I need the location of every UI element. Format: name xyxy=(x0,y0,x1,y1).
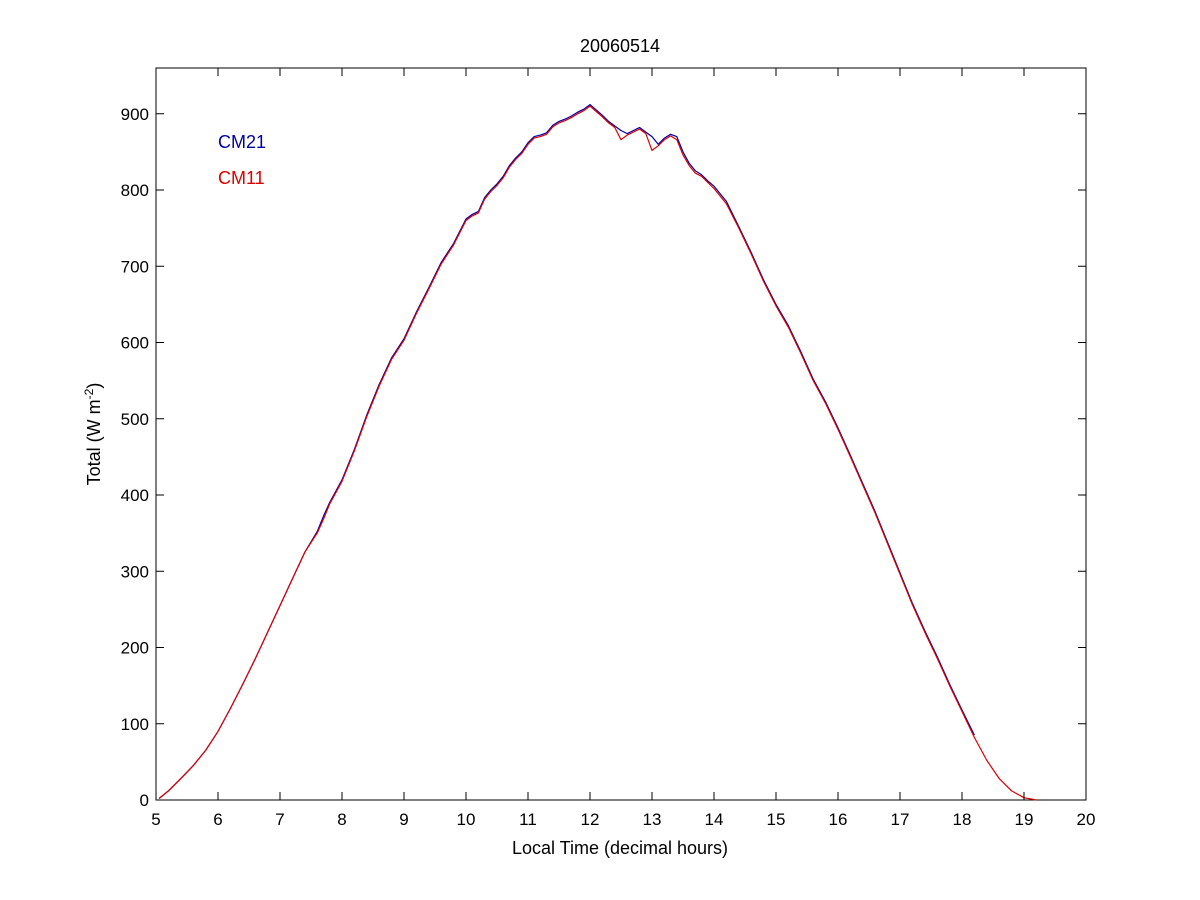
y-tick-label: 700 xyxy=(121,257,149,276)
y-tick-label: 100 xyxy=(121,715,149,734)
x-tick-label: 16 xyxy=(829,810,848,829)
x-tick-label: 14 xyxy=(705,810,724,829)
x-tick-label: 7 xyxy=(275,810,284,829)
x-tick-label: 17 xyxy=(891,810,910,829)
series-layer xyxy=(158,103,1037,801)
y-axis-ticks: 0 100 200 300 400 500 600 700 800 900 xyxy=(121,105,1086,810)
plot-frame xyxy=(155,67,1087,801)
series-line-cm11 xyxy=(158,105,1037,801)
series-line-cm21 xyxy=(158,103,975,799)
y-tick-label: 300 xyxy=(121,562,149,581)
x-tick-label: 15 xyxy=(767,810,786,829)
y-tick-label: 600 xyxy=(121,334,149,353)
y-tick-label: 200 xyxy=(121,639,149,658)
x-tick-label: 12 xyxy=(581,810,600,829)
y-tick-label: 500 xyxy=(121,410,149,429)
x-axis-ticks: 5 6 7 8 9 10 11 12 13 14 15 16 17 18 19 20 xyxy=(151,68,1095,829)
x-tick-label: 18 xyxy=(953,810,972,829)
y-axis-label-suffix: ) xyxy=(84,383,104,389)
chart-title: 20060514 xyxy=(580,36,660,56)
y-axis-label: Total (W m-2) xyxy=(82,383,104,486)
legend-entry-cm21: CM21 xyxy=(218,132,266,152)
x-tick-label: 5 xyxy=(151,810,160,829)
y-axis-label-main: Total (W m xyxy=(84,399,104,485)
x-tick-label: 8 xyxy=(337,810,346,829)
x-tick-label: 20 xyxy=(1077,810,1096,829)
y-tick-label: 800 xyxy=(121,181,149,200)
x-tick-label: 19 xyxy=(1015,810,1034,829)
x-axis-label: Local Time (decimal hours) xyxy=(512,838,728,858)
y-tick-label: 900 xyxy=(121,105,149,124)
y-axis-label-superscript: -2 xyxy=(82,388,96,399)
x-tick-label: 13 xyxy=(643,810,662,829)
x-tick-label: 6 xyxy=(213,810,222,829)
y-tick-label: 400 xyxy=(121,486,149,505)
x-tick-label: 10 xyxy=(457,810,476,829)
plot-area xyxy=(155,67,1087,801)
legend-entry-cm11: CM11 xyxy=(218,168,265,188)
x-tick-label: 9 xyxy=(399,810,408,829)
x-tick-label: 11 xyxy=(519,810,537,829)
y-tick-label: 0 xyxy=(140,791,149,810)
